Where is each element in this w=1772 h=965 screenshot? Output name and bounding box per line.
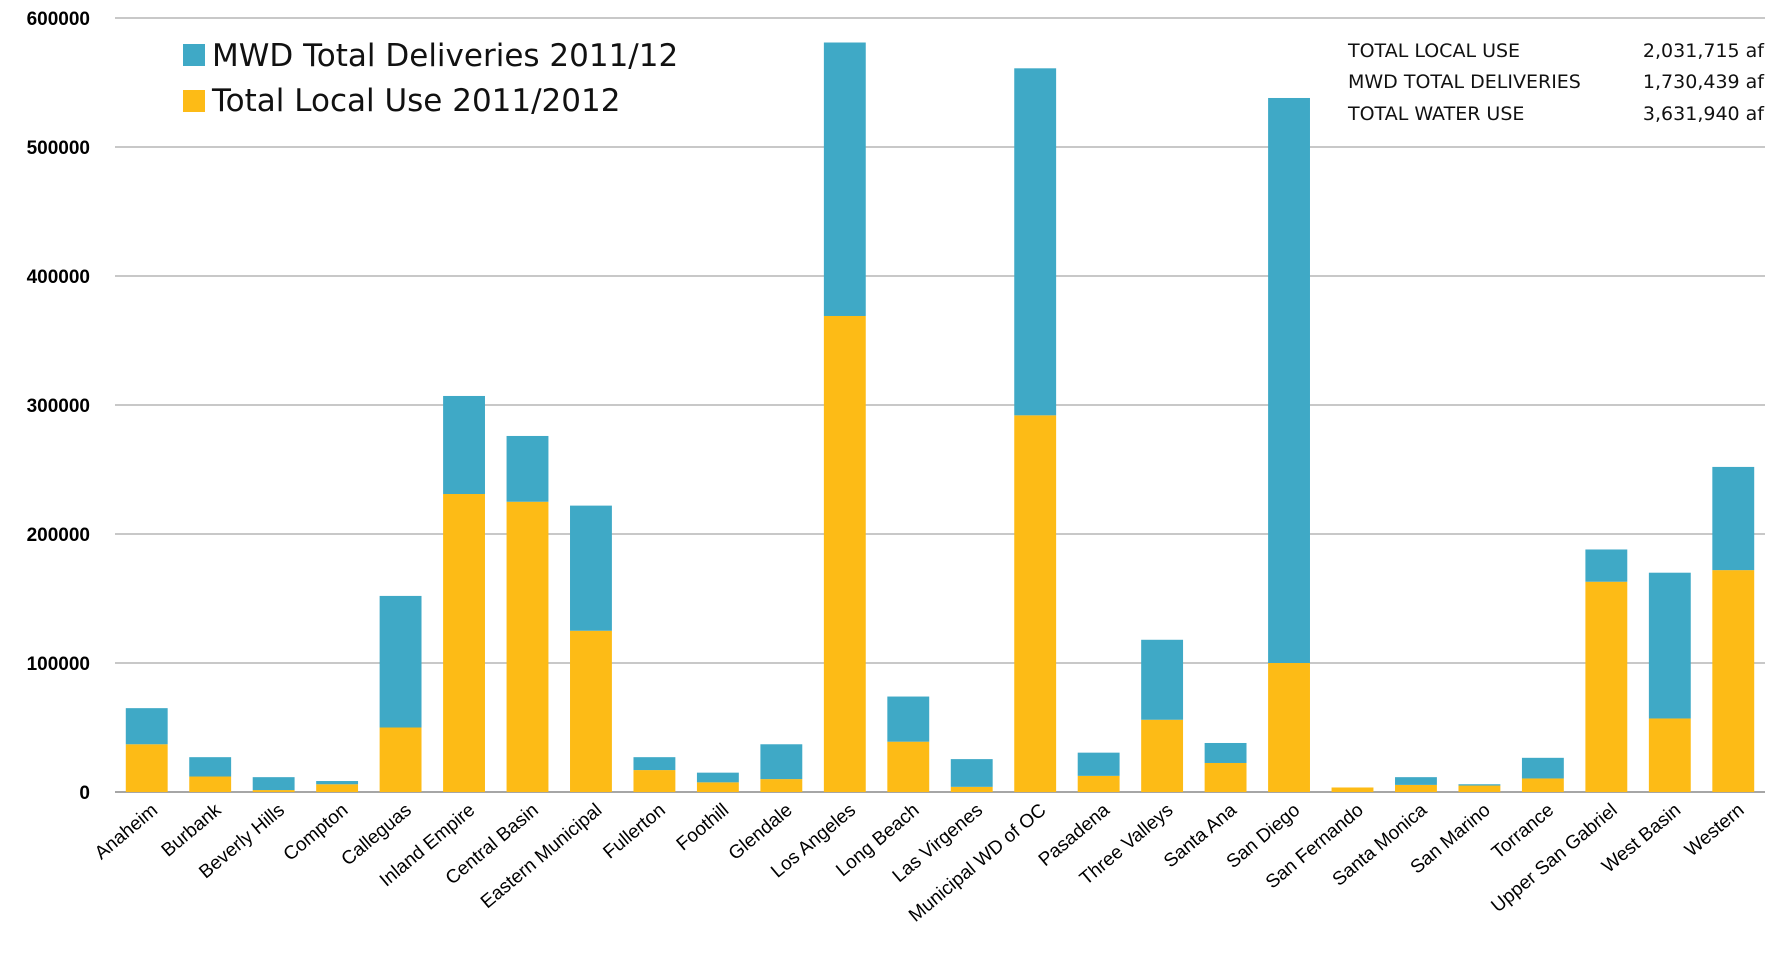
bar-local-use: [1268, 663, 1310, 792]
summary-label-mwd: MWD TOTAL DELIVERIES: [1348, 71, 1581, 93]
gridlines: [115, 17, 1765, 793]
bar-local-use: [760, 779, 803, 792]
x-tick-label: Fullerton: [600, 800, 670, 864]
bar-mwd-deliveries: [950, 759, 993, 787]
bar-local-use: [1141, 719, 1184, 792]
y-tick-label: 100000: [27, 654, 90, 675]
bar-mwd-deliveries: [887, 696, 930, 742]
bar-local-use: [696, 782, 739, 792]
bar-local-use: [1521, 778, 1564, 792]
y-tick-label: 600000: [27, 9, 90, 30]
bar-local-use: [950, 786, 993, 792]
bar-local-use: [1395, 784, 1437, 792]
y-tick-label: 300000: [27, 396, 90, 417]
bar-local-use: [1204, 762, 1247, 792]
legend-label-local: Total Local Use 2011/2012: [211, 83, 620, 119]
bar-local-use: [125, 744, 168, 792]
x-tick-label: Foothill: [673, 800, 733, 855]
bar-mwd-deliveries: [1141, 639, 1184, 720]
bar-mwd-deliveries: [1648, 572, 1691, 719]
bar-mwd-deliveries: [1014, 68, 1057, 416]
bar-mwd-deliveries: [1712, 466, 1755, 571]
bar-local-use: [570, 630, 612, 792]
bar-mwd-deliveries: [506, 435, 549, 502]
x-tick-label: Anaheim: [91, 800, 162, 864]
bar-mwd-deliveries: [823, 42, 866, 316]
bar-mwd-deliveries: [1458, 784, 1501, 786]
bar-local-use: [379, 727, 422, 792]
summary-value-total: 3,631,940 af: [1643, 103, 1765, 125]
bar-local-use: [1712, 570, 1755, 792]
bar-mwd-deliveries: [570, 505, 612, 631]
bar-local-use: [1014, 415, 1057, 792]
bar-local-use: [1648, 718, 1691, 792]
bar-mwd-deliveries: [760, 744, 803, 780]
y-tick-label: 200000: [27, 525, 90, 546]
bar-local-use: [316, 784, 359, 792]
bar-local-use: [633, 770, 676, 792]
bar-mwd-deliveries: [316, 781, 359, 785]
bar-mwd-deliveries: [379, 595, 422, 728]
y-tick-label: 500000: [27, 138, 90, 159]
bar-mwd-deliveries: [1521, 757, 1564, 779]
x-tick-label: Western: [1681, 800, 1748, 861]
bar-mwd-deliveries: [1204, 742, 1247, 763]
bar-mwd-deliveries: [696, 772, 739, 783]
y-axis-tick-labels: 0 100000 200000 300000 400000 500000 600000: [27, 9, 90, 804]
legend: MWD Total Deliveries 2011/12 Total Local…: [183, 38, 678, 119]
summary-value-local: 2,031,715 af: [1643, 40, 1765, 62]
bar-mwd-deliveries: [189, 757, 232, 777]
bar-mwd-deliveries: [1585, 549, 1628, 582]
bar-local-use: [189, 776, 232, 792]
bar-mwd-deliveries: [125, 708, 168, 745]
summary-totals: TOTAL LOCAL USE 2,031,715 af MWD TOTAL D…: [1347, 40, 1765, 125]
bar-local-use: [1585, 581, 1628, 792]
bars: [125, 42, 1755, 793]
bar-mwd-deliveries: [443, 395, 485, 495]
bar-mwd-deliveries: [252, 777, 295, 791]
bar-local-use: [506, 501, 549, 792]
bar-local-use: [823, 315, 866, 792]
bar-local-use: [887, 741, 930, 792]
legend-label-mwd: MWD Total Deliveries 2011/12: [212, 38, 678, 74]
summary-value-mwd: 1,730,439 af: [1643, 71, 1765, 93]
summary-label-total: TOTAL WATER USE: [1347, 103, 1524, 125]
bar-local-use: [443, 494, 485, 792]
y-tick-label: 400000: [27, 267, 90, 288]
bar-local-use: [1077, 775, 1120, 793]
bar-mwd-deliveries: [1395, 777, 1437, 785]
bar-local-use: [1458, 785, 1501, 792]
legend-swatch-mwd: [183, 44, 205, 66]
bar-mwd-deliveries: [1077, 752, 1120, 776]
bar-mwd-deliveries: [633, 757, 676, 771]
legend-swatch-local: [183, 90, 205, 112]
bar-mwd-deliveries: [1268, 97, 1310, 664]
summary-label-local: TOTAL LOCAL USE: [1347, 40, 1520, 62]
bar-local-use: [252, 790, 295, 792]
bar-local-use: [1331, 787, 1374, 792]
y-tick-label: 0: [79, 783, 90, 804]
